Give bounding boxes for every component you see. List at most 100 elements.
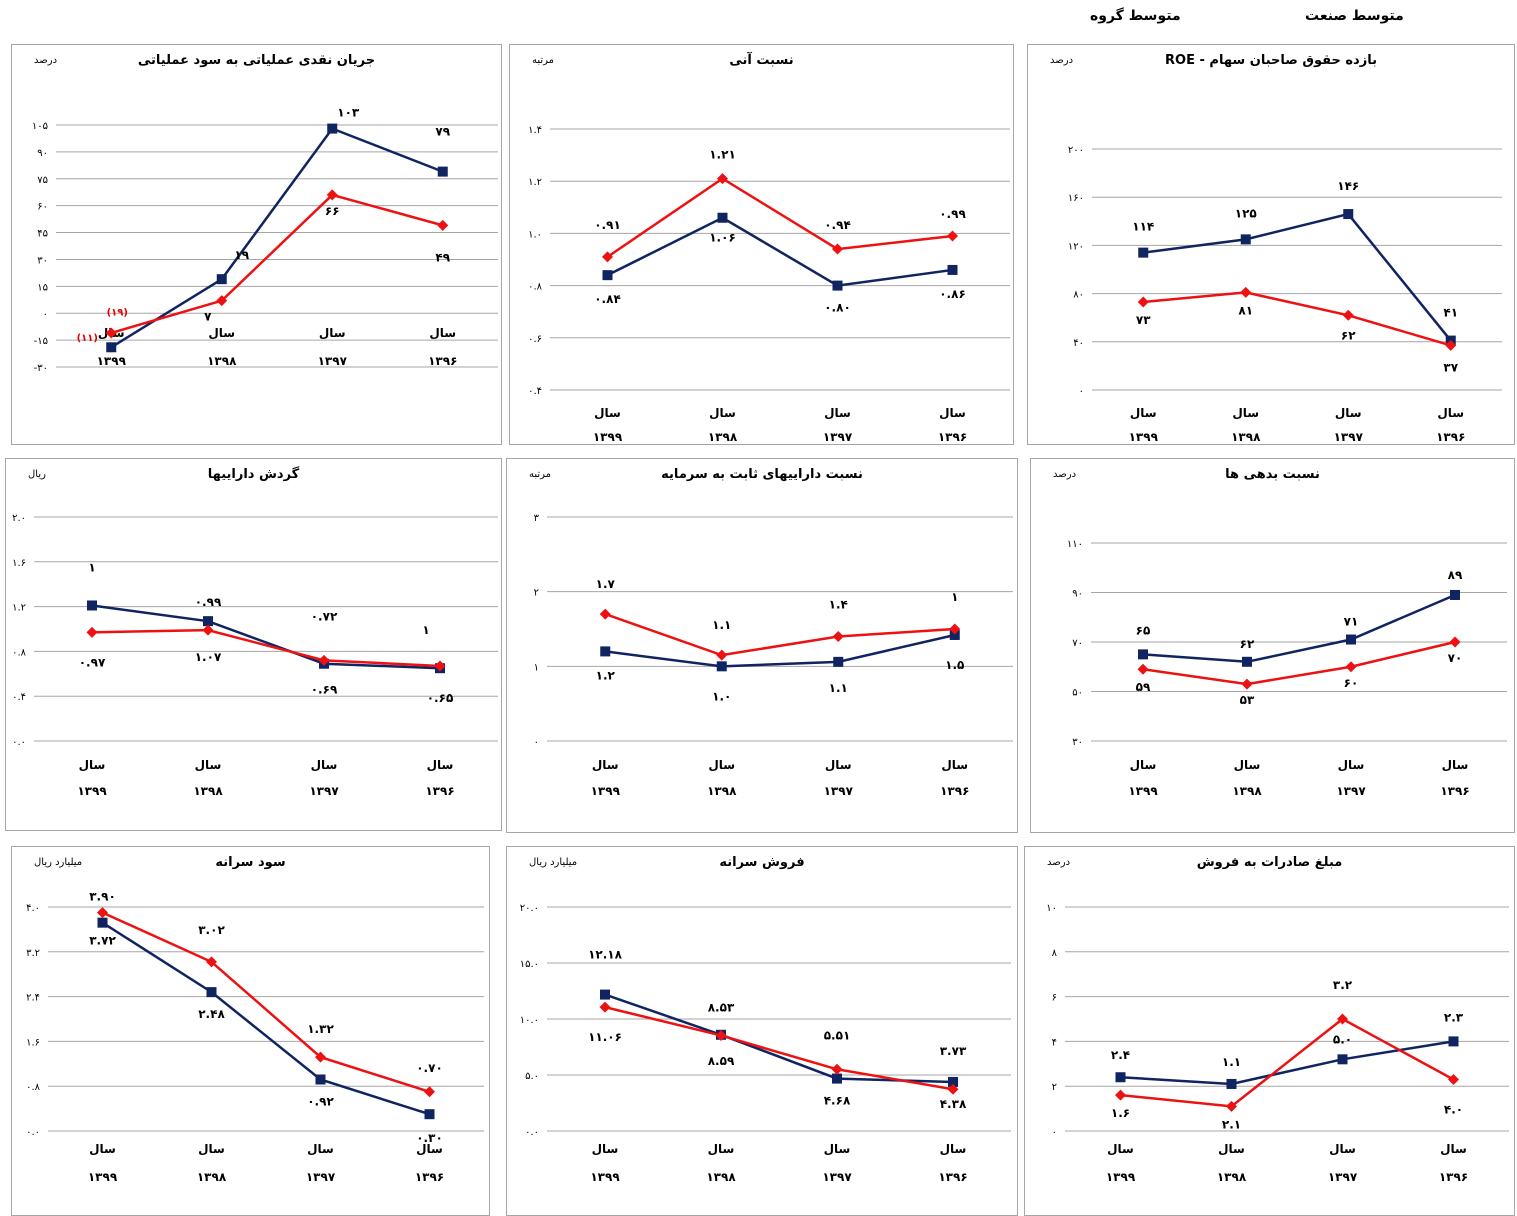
y-tick-label: ۱۶۰ <box>1068 193 1084 204</box>
chart-panel-fixed-assets: نسبت داراییهای ثابت به سرمایه مرتبه ۰ ۱ ۲ ۳ سا… <box>506 458 1018 833</box>
data-label-group: ۱.۱ <box>1222 1055 1241 1069</box>
x-tick-prefix: سال <box>319 326 346 340</box>
x-tick-prefix: سال <box>939 406 966 420</box>
data-label-industry: ۰.۷۲ <box>311 609 338 623</box>
data-label-industry: (۱۱) <box>77 333 98 344</box>
data-label-group: ۰.۸۰ <box>824 301 851 315</box>
data-label-group: ۱.۰۷ <box>195 650 222 664</box>
series-line-industry <box>1142 640 1456 686</box>
x-tick-prefix: سال <box>1130 758 1157 772</box>
legend-group-average: متوسط گروه <box>1090 8 1181 24</box>
x-tick-label: ۱۳۹۷ <box>824 784 854 798</box>
unit-label: درصد <box>1047 857 1071 868</box>
data-point-group <box>1448 1036 1459 1047</box>
chart-svg: ۰.۰ ۵.۰ ۱۰.۰ ۱۵.۰ ۲۰.۰ سال ۱۳۹۶ سال ۱۳۹۷ سال ۱۳۹۸ س… <box>520 903 1011 1184</box>
data-label-industry: ۲.۱ <box>1222 1117 1241 1131</box>
data-point-group <box>600 989 610 1000</box>
x-tick-prefix: سال <box>1329 1142 1356 1156</box>
data-point-industry <box>202 624 214 636</box>
data-point-group <box>716 661 727 672</box>
y-tick-label: ۲.۴ <box>26 993 40 1004</box>
x-tick-prefix: سال <box>416 1142 443 1156</box>
data-point-group <box>832 1073 842 1084</box>
x-tick-prefix: سال <box>824 1142 851 1156</box>
y-tick-label: ۷۵ <box>37 175 48 186</box>
unit-label: مرتبه <box>529 469 552 480</box>
data-point-group <box>948 1076 958 1087</box>
data-label-group: ۷۱ <box>1344 615 1359 629</box>
data-label-industry: ۳.۲ <box>1333 978 1353 992</box>
y-tick-label: ۴۵ <box>37 229 48 240</box>
data-point-industry <box>715 1029 727 1041</box>
chart-panel-quick-ratio: نسبت آنی مرتبه ۰.۴ ۰.۶ ۰.۸ ۱.۰ ۱.۲ ۱.۴ سال ۱۳۹۶ سا… <box>509 44 1014 445</box>
y-tick-label: ۲ <box>534 588 539 599</box>
chart-svg: ۳۰ ۵۰ ۷۰ ۹۰ ۱۱۰ سال ۱۳۹۶ سال ۱۳۹۷ سال ۱۳۹۸ سال ۱۳۹۹ ۸… <box>1067 539 1507 798</box>
data-point-group <box>602 270 613 281</box>
data-point-industry <box>434 660 446 672</box>
data-label-group: ۰.۸۴ <box>594 292 621 306</box>
data-point-industry <box>86 626 98 638</box>
data-label-group: (۱۹) <box>107 307 128 318</box>
y-tick-label: ۶۰ <box>37 202 48 213</box>
x-tick-label: ۱۳۹۸ <box>207 354 237 368</box>
data-point-industry <box>1342 309 1354 321</box>
data-point-group <box>327 123 338 134</box>
data-label-group: ۴.۳۸ <box>940 1097 967 1111</box>
y-tick-label: ۹۰ <box>37 148 48 159</box>
data-label-industry: ۵.۵۱ <box>824 1028 851 1042</box>
data-point-group <box>1138 247 1149 258</box>
y-tick-label: ۰.۰ <box>12 737 26 748</box>
unit-label: درصد <box>1050 55 1074 66</box>
data-point-group <box>87 600 97 611</box>
y-tick-label: ۲.۰ <box>12 513 26 524</box>
data-point-group <box>216 274 227 285</box>
x-tick-label: ۱۳۹۸ <box>1232 784 1262 798</box>
y-tick-label: ۰.۴ <box>12 692 26 703</box>
x-tick-label: ۱۳۹۶ <box>1436 430 1465 444</box>
data-label-industry: ۱ <box>422 623 429 637</box>
x-tick-label: ۱۳۹۷ <box>318 354 348 368</box>
data-label-industry: ۵۹ <box>1136 680 1151 694</box>
data-point-industry <box>318 654 330 666</box>
series-line-group <box>1142 593 1456 664</box>
x-tick-label: ۱۳۹۸ <box>197 1170 227 1184</box>
data-point-industry <box>97 907 108 919</box>
y-tick-label: ۱.۶ <box>26 1037 40 1048</box>
data-point-industry <box>831 1063 843 1075</box>
data-point-group <box>97 917 108 928</box>
chart-panel-roe: بازده حقوق صاحبان سهام - ROE درصد ۰ ۴۰ ۸۰ ۱۲۰… <box>1027 44 1515 445</box>
chart-svg: ۰ ۲ ۴ ۶ ۸ ۱۰ سال ۱۳۹۶ سال ۱۳۹۷ سال ۱۳۹۸ سال ۱۳۹۹ ۲.۳ ۵.… <box>1046 903 1509 1184</box>
series-line-industry <box>604 612 955 657</box>
data-label-group: ۴.۶۸ <box>824 1094 851 1108</box>
unit-label: درصد <box>34 55 58 66</box>
data-label-group: ۱.۵ <box>945 658 964 672</box>
unit-label: ریال <box>28 469 46 480</box>
chart-title: سود سرانه <box>215 855 286 870</box>
data-point-industry <box>326 189 338 201</box>
data-label-group: ۷۹ <box>435 125 450 139</box>
x-tick-prefix: سال <box>709 406 736 420</box>
x-tick-prefix: سال <box>1338 758 1365 772</box>
series-line-group <box>605 633 956 668</box>
x-tick-prefix: سال <box>311 758 338 772</box>
data-label-group: ۱۱۴ <box>1132 220 1154 234</box>
chart-panel-sales-per-capita: فروش سرانه میلیارد ریال ۰.۰ ۵.۰ ۱۰.۰ ۱۵.۰ ۲۰.۰… <box>506 846 1018 1216</box>
data-point-industry <box>1137 296 1149 308</box>
data-label-group: ۱.۰۶ <box>709 231 736 245</box>
y-tick-label: ۱۲۰ <box>1068 241 1084 252</box>
data-point-industry <box>949 623 961 635</box>
y-tick-label: ۱ <box>534 662 539 673</box>
series-line-group <box>604 993 954 1084</box>
data-label-industry: ۷ <box>204 310 212 324</box>
data-label-industry: ۱.۴ <box>829 597 848 611</box>
data-point-industry <box>717 173 728 185</box>
data-point-industry <box>1337 1013 1348 1025</box>
x-tick-prefix: سال <box>940 1142 967 1156</box>
data-label-industry: ۶۶ <box>325 204 340 218</box>
x-tick-label: ۱۳۹۷ <box>823 430 853 444</box>
y-tick-label: ۵.۰ <box>525 1071 539 1082</box>
y-tick-label: ۸۰ <box>1073 290 1084 301</box>
series-line-industry <box>1120 1017 1455 1108</box>
x-tick-prefix: سال <box>1218 1142 1245 1156</box>
data-label-group: ۰.۶۵ <box>427 691 454 705</box>
